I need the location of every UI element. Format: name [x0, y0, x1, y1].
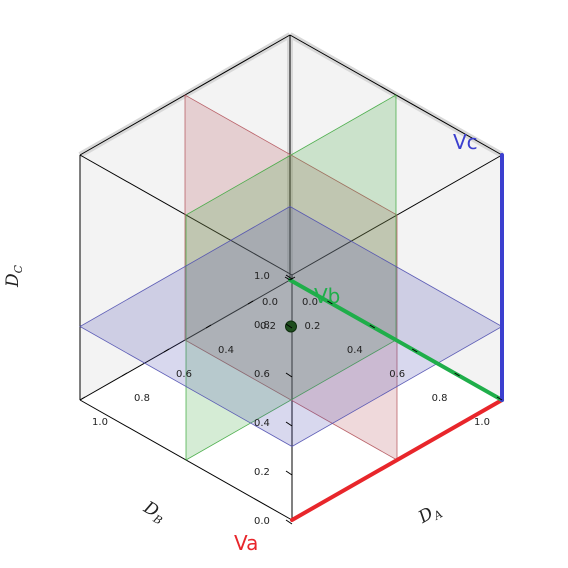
- tick-label-dc-4: 0.8: [254, 320, 270, 331]
- tick-da-0: [289, 276, 296, 281]
- tick-da-1: [247, 300, 254, 305]
- tick-da-4: [121, 372, 128, 377]
- axis-title-dc: DC: [3, 264, 25, 288]
- tick-db-0: [284, 276, 291, 281]
- vector-label-vc: Vc: [453, 130, 478, 154]
- tick-label-db-3: 0.6: [389, 369, 405, 380]
- tick-db-5: [496, 396, 503, 401]
- tick-label-da-1: 0.2: [260, 321, 276, 332]
- tick-dc-1: [285, 470, 293, 476]
- axis-title-da-text: DA: [414, 500, 445, 530]
- tick-dc-5: [285, 274, 293, 280]
- tick-db-3: [411, 348, 418, 353]
- vector-vb: [288, 278, 504, 402]
- tick-label-db-5: 1.0: [474, 417, 490, 428]
- tick-label-dc-1: 0.2: [254, 467, 270, 478]
- tick-dc-3: [285, 372, 293, 378]
- tick-label-dc-3: 0.6: [254, 369, 270, 380]
- plane-y: [185, 94, 397, 461]
- tick-label-db-4: 0.8: [432, 393, 448, 404]
- tick-label-db-0: 0.0: [262, 297, 278, 308]
- tick-dc-2: [285, 421, 293, 427]
- tick-label-db-2: 0.4: [347, 345, 363, 356]
- tick-label-dc-2: 0.4: [254, 418, 270, 429]
- tick-da-5: [79, 396, 86, 401]
- tick-label-dc-5: 1.0: [254, 271, 270, 282]
- tick-label-db-1: 0.2: [304, 321, 320, 332]
- tick-dc-0: [285, 519, 293, 525]
- vector-label-va: Va: [234, 531, 258, 555]
- plane-x: [184, 94, 398, 461]
- tick-label-da-5: 1.0: [92, 417, 108, 428]
- tick-label-da-0: 0.0: [302, 297, 318, 308]
- tick-da-3: [163, 348, 170, 353]
- axis-title-db: DB: [138, 497, 169, 527]
- tick-label-dc-0: 0.0: [254, 516, 270, 527]
- tick-db-4: [454, 372, 460, 377]
- tick-label-da-2: 0.4: [218, 345, 234, 356]
- tick-db-2: [369, 324, 376, 329]
- vector-label-vb: Vb: [314, 284, 340, 308]
- tick-label-da-3: 0.6: [176, 369, 192, 380]
- axis-title-da: DA: [414, 500, 445, 530]
- data-point-0: [285, 320, 297, 333]
- tick-label-da-4: 0.8: [134, 393, 150, 404]
- axis-title-db-text: DB: [138, 497, 169, 527]
- tick-da-2: [205, 324, 212, 329]
- vector-va: [290, 398, 504, 522]
- axis-title-dc-text: DC: [3, 264, 25, 288]
- tick-dc-4: [285, 323, 293, 329]
- tick-db-1: [327, 300, 333, 305]
